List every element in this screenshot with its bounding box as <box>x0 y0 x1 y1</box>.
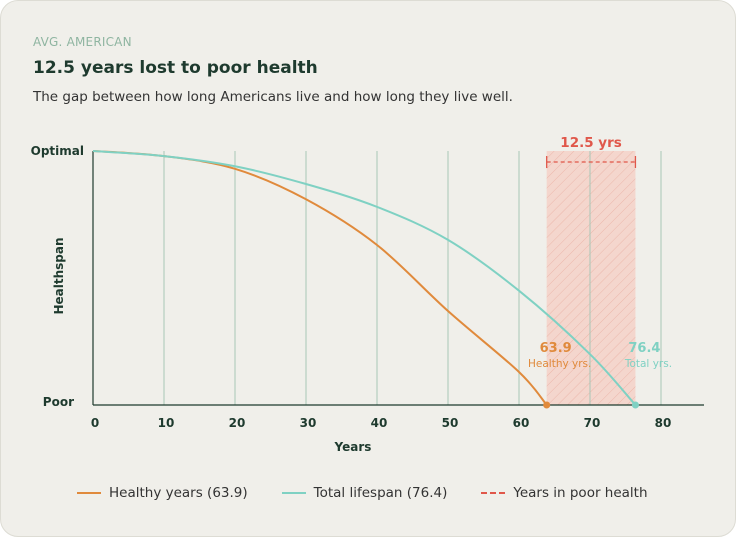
x-tick-label-20: 20 <box>229 416 246 430</box>
legend: Healthy years (63.9) Total lifespan (76.… <box>77 485 682 501</box>
legend-label-total: Total lifespan (76.4) <box>313 485 448 501</box>
legend-label-poor-health: Years in poor health <box>513 485 648 501</box>
y-axis-label: Healthspan <box>52 237 66 314</box>
chart-subtitle: The gap between how long Americans live … <box>33 89 513 105</box>
series-line-0 <box>92 150 548 406</box>
x-tick-label-70: 70 <box>584 416 601 430</box>
series-end-point-1 <box>631 401 639 409</box>
legend-swatch-poor-health <box>481 492 506 494</box>
series-line-1 <box>92 150 637 406</box>
series-end-point-0 <box>543 401 551 409</box>
x-tick-label-10: 10 <box>158 416 175 430</box>
x-tick-label-30: 30 <box>300 416 317 430</box>
annotation-label-1: Total yrs. <box>624 358 672 370</box>
x-tick-label-60: 60 <box>513 416 530 430</box>
legend-item-total: Total lifespan (76.4) <box>281 485 448 501</box>
annotation-label-0: Healthy yrs. <box>528 358 591 370</box>
gap-band-hatch <box>546 151 636 405</box>
annotation-value-0: 63.9 <box>540 341 572 356</box>
legend-item-healthy: Healthy years (63.9) <box>77 485 248 501</box>
x-tick-label-80: 80 <box>655 416 672 430</box>
annotation-value-1: 76.4 <box>628 341 660 356</box>
y-tick-label-poor: Poor <box>43 395 74 409</box>
legend-item-poor-health: Years in poor health <box>481 485 648 501</box>
legend-swatch-healthy <box>77 492 101 494</box>
x-tick-label-40: 40 <box>371 416 388 430</box>
chart-title: 12.5 years lost to poor health <box>33 58 318 78</box>
x-axis-label: Years <box>334 440 372 454</box>
eyebrow-label: AVG. AMERICAN <box>33 35 132 49</box>
gap-label: 12.5 yrs <box>560 135 622 151</box>
legend-swatch-total <box>281 492 306 494</box>
y-tick-label-optimal: Optimal <box>31 144 84 158</box>
x-tick-label-0: 0 <box>91 416 99 430</box>
legend-label-healthy: Healthy years (63.9) <box>109 485 248 501</box>
x-tick-label-50: 50 <box>442 416 459 430</box>
